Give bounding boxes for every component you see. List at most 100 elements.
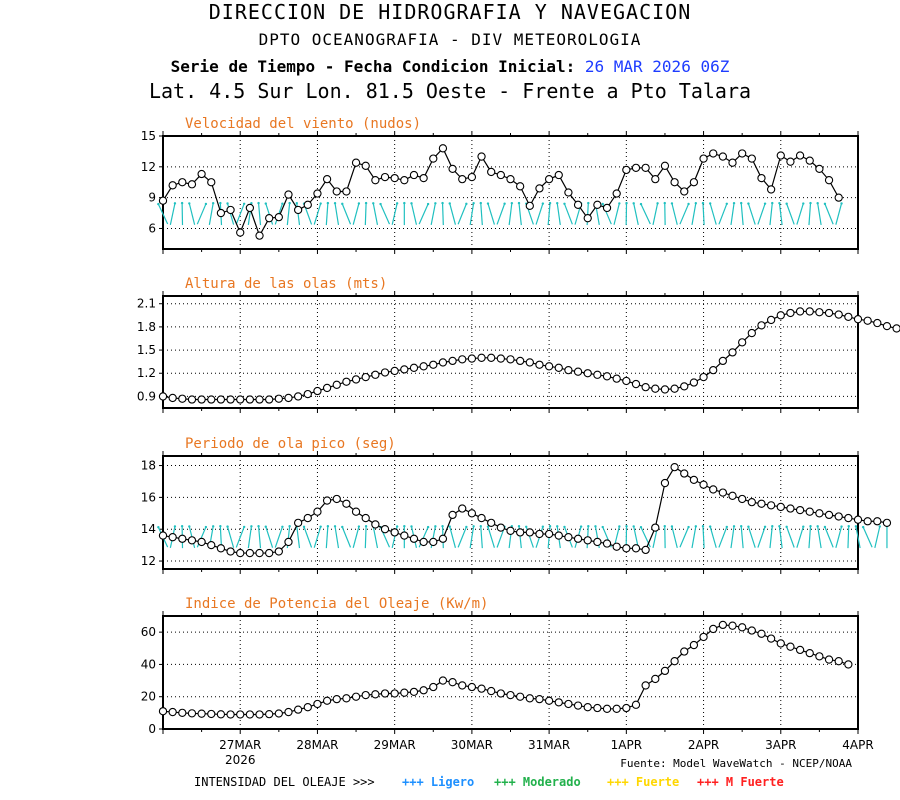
data-point (718, 356, 728, 366)
arrow-head (747, 202, 750, 205)
direction-arrow (313, 526, 322, 548)
data-point (438, 534, 448, 543)
chart-title: Periodo de ola pico (seg) (185, 436, 396, 452)
x-tick-label: 1APR (611, 738, 642, 752)
direction-arrow (341, 526, 352, 548)
arrow-head (563, 202, 566, 206)
direction-arrow (325, 203, 329, 226)
y-tick-label: 0 (148, 722, 156, 736)
data-point (236, 710, 245, 719)
direction-arrow (430, 203, 436, 225)
data-point (487, 518, 496, 527)
source-note: Fuente: Model WaveWatch - NCEP/NOAA (620, 757, 852, 770)
data-point (892, 324, 900, 333)
data-point (168, 533, 177, 542)
direction-arrow (313, 203, 322, 225)
y-tick-label: 6 (148, 221, 156, 235)
data-point (380, 172, 390, 182)
data-point (371, 370, 380, 379)
arrow-head (763, 525, 767, 528)
header-subtitle: DPTO OCEANOGRAFIA - DIV METEOROLOGIA (258, 30, 642, 49)
chart-panel-2: Altura de las olas (mts) 0.9 1.2 1.5 1.8 2.1 (137, 276, 900, 413)
arrow-head (840, 525, 843, 528)
data-point (187, 180, 197, 189)
arrow-head (847, 524, 850, 528)
direction-arrow (352, 203, 360, 225)
arrow-head (541, 202, 545, 205)
data-point (535, 360, 544, 369)
arrow-head (364, 201, 368, 205)
data-point (342, 187, 351, 196)
direction-arrow (257, 203, 262, 226)
arrow-head (785, 525, 788, 529)
direction-arrow (410, 203, 418, 225)
data-point (429, 360, 438, 369)
arrow-head (687, 525, 690, 529)
data-point (795, 645, 805, 655)
direction-arrow (257, 526, 262, 549)
arrow-head (740, 525, 743, 528)
data-point (766, 501, 776, 510)
data-point (255, 395, 264, 404)
data-point (400, 531, 409, 540)
data-point (265, 214, 274, 223)
data-point (766, 315, 776, 325)
data-point (458, 504, 467, 513)
data-point (487, 167, 496, 177)
data-point (583, 214, 592, 223)
data-point (226, 205, 235, 215)
data-point (766, 185, 776, 194)
data-point (409, 170, 419, 180)
data-point (689, 640, 699, 650)
y-tick-label: 15 (141, 129, 156, 143)
arrow-head (204, 202, 208, 206)
run-info-label: Serie de Tiempo - Fecha Condicion Inicia… (170, 57, 576, 76)
data-point (506, 174, 515, 184)
arrow-head (472, 202, 475, 205)
data-point (651, 674, 660, 684)
arrow-head (295, 201, 298, 205)
direction-arrow (835, 526, 843, 548)
arrow-head (326, 524, 330, 528)
plot-frame (162, 135, 859, 250)
data-point (544, 362, 554, 371)
data-point (516, 692, 525, 701)
data-point (747, 626, 756, 635)
plot-frame (162, 295, 859, 409)
data-point (544, 174, 554, 184)
arrow-head (211, 202, 215, 205)
arrow-head (725, 202, 729, 206)
arrow-head (861, 525, 865, 529)
data-point (757, 629, 766, 638)
data-point (709, 149, 718, 158)
data-point (882, 518, 892, 527)
arrow-head (302, 525, 306, 529)
data-point (738, 494, 747, 504)
data-point (496, 689, 505, 698)
arrow-head (548, 525, 552, 528)
arrow-head (694, 525, 698, 528)
data-point (342, 377, 351, 386)
data-point (467, 682, 477, 692)
arrow-head (242, 525, 246, 529)
data-point (544, 696, 554, 705)
data-point (593, 370, 602, 379)
arrow-head (771, 525, 774, 528)
data-point (245, 203, 255, 213)
data-point (313, 386, 322, 396)
direction-arrow (341, 203, 352, 225)
data-point (322, 696, 332, 705)
data-point (651, 174, 660, 184)
arrow-head (319, 525, 322, 528)
arrow-head (441, 201, 444, 205)
arrow-head (472, 525, 475, 528)
arrow-head (288, 201, 291, 205)
direction-arrow (235, 203, 245, 225)
y-tick-label: 2.1 (137, 297, 156, 311)
arrow-head (732, 525, 736, 528)
arrow-head (434, 525, 437, 528)
data-point (293, 705, 303, 714)
direction-arrow (364, 526, 367, 549)
arrow-head (816, 525, 819, 528)
data-point (651, 384, 660, 393)
